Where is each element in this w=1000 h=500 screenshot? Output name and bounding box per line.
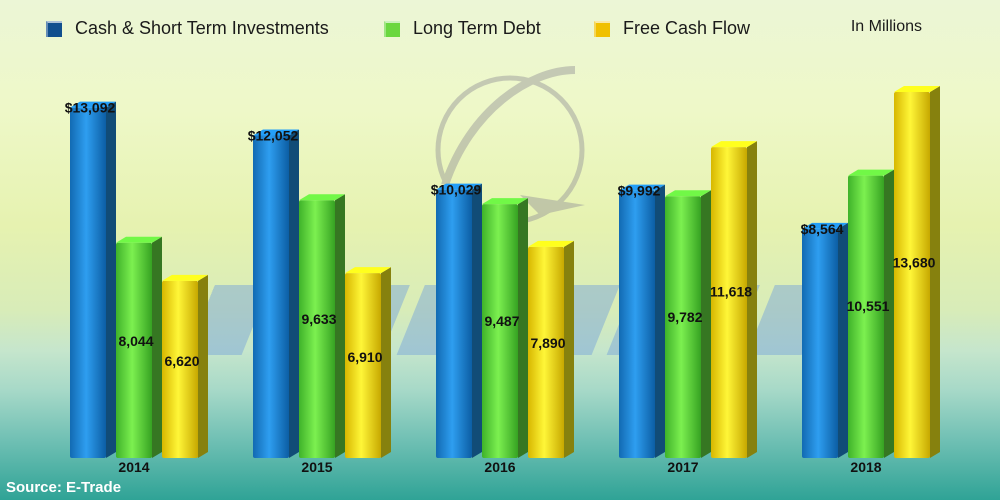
x-tick-label-2017: 2017 bbox=[667, 459, 698, 475]
data-label-fcf-2014: 6,620 bbox=[164, 353, 199, 369]
data-label-cash-2018: $8,564 bbox=[801, 221, 844, 237]
bar-side-cash-2018 bbox=[838, 222, 848, 458]
bar-cash-2016 bbox=[436, 189, 472, 458]
x-tick-label-2016: 2016 bbox=[484, 459, 515, 475]
bar-top-debt-2018 bbox=[848, 169, 894, 176]
bar-side-fcf-2018 bbox=[930, 85, 940, 458]
bar-side-debt-2016 bbox=[518, 198, 528, 458]
bar-debt-2015 bbox=[299, 200, 335, 459]
legend-swatch-cash bbox=[46, 20, 62, 37]
data-label-cash-2014: $13,092 bbox=[65, 100, 116, 116]
bar-top-cash-2016 bbox=[436, 183, 482, 190]
bar-top-debt-2017 bbox=[665, 190, 711, 197]
data-label-fcf-2018: 13,680 bbox=[893, 255, 936, 271]
legend-item-fcf: Free Cash Flow bbox=[594, 18, 750, 39]
bar-top-cash-2017 bbox=[619, 184, 665, 191]
bar-side-fcf-2017 bbox=[747, 141, 757, 458]
bars bbox=[70, 85, 940, 459]
source-note: Source: E-Trade bbox=[6, 479, 122, 496]
bar-top-fcf-2015 bbox=[345, 267, 391, 274]
data-label-debt-2016: 9,487 bbox=[484, 313, 519, 329]
legend-swatch-fcf bbox=[594, 20, 610, 37]
data-label-debt-2015: 9,633 bbox=[301, 311, 336, 327]
bar-cash-2014 bbox=[70, 107, 106, 458]
bar-side-debt-2014 bbox=[152, 236, 162, 458]
bar-top-fcf-2016 bbox=[528, 240, 574, 247]
bar-cash-2018 bbox=[802, 228, 838, 458]
data-label-debt-2017: 9,782 bbox=[667, 309, 702, 325]
data-label-fcf-2017: 11,618 bbox=[710, 283, 752, 299]
bar-side-fcf-2014 bbox=[198, 274, 208, 458]
bar-debt-2014 bbox=[116, 242, 152, 458]
bar-side-cash-2015 bbox=[289, 129, 299, 458]
units-label: In Millions bbox=[850, 18, 922, 35]
bar-top-debt-2015 bbox=[299, 194, 345, 201]
bar-side-debt-2015 bbox=[335, 194, 345, 459]
bar-top-debt-2016 bbox=[482, 198, 528, 205]
bar-top-fcf-2018 bbox=[894, 85, 940, 92]
legend-label-fcf: Free Cash Flow bbox=[623, 18, 751, 38]
bar-side-cash-2017 bbox=[655, 184, 665, 458]
data-label-cash-2017: $9,992 bbox=[618, 183, 661, 199]
data-label-debt-2018: 10,551 bbox=[847, 298, 890, 314]
bar-debt-2018 bbox=[848, 175, 884, 458]
bar-side-cash-2014 bbox=[106, 101, 116, 458]
bar-side-debt-2017 bbox=[701, 190, 711, 458]
bar-cash-2017 bbox=[619, 190, 655, 458]
bar-top-fcf-2014 bbox=[162, 274, 208, 281]
x-tick-label-2015: 2015 bbox=[301, 459, 332, 475]
bar-top-cash-2018 bbox=[802, 222, 848, 229]
bar-fcf-2015 bbox=[345, 273, 381, 458]
data-label-fcf-2015: 6,910 bbox=[347, 349, 382, 365]
bar-side-debt-2018 bbox=[884, 169, 894, 458]
bar-top-fcf-2017 bbox=[711, 141, 757, 148]
bar-top-cash-2015 bbox=[253, 129, 299, 136]
x-axis-tick-labels: 2014 2015 2016 2017 2018 bbox=[118, 459, 881, 475]
bar-debt-2016 bbox=[482, 204, 518, 458]
legend: Cash & Short Term Investments Long Term … bbox=[46, 18, 1000, 44]
data-label-debt-2014: 8,044 bbox=[118, 333, 153, 349]
legend-swatch-debt bbox=[384, 20, 400, 37]
data-label-cash-2015: $12,052 bbox=[248, 128, 299, 144]
bar-debt-2017 bbox=[665, 196, 701, 458]
legend-item-debt: Long Term Debt bbox=[384, 18, 541, 39]
bar-fcf-2016 bbox=[528, 246, 564, 458]
bar-side-fcf-2016 bbox=[564, 240, 574, 458]
legend-label-cash: Cash & Short Term Investments bbox=[75, 18, 329, 38]
bar-fcf-2017 bbox=[711, 147, 747, 458]
bar-fcf-2014 bbox=[162, 280, 198, 458]
data-labels: $13,092 8,044 6,620 $12,052 9,633 6,910 $10,02… bbox=[65, 100, 936, 369]
bar-cash-2015 bbox=[253, 135, 289, 458]
bar-top-debt-2014 bbox=[116, 236, 162, 243]
bar-side-cash-2016 bbox=[472, 183, 482, 458]
bar-side-fcf-2015 bbox=[381, 267, 391, 458]
legend-item-cash: Cash & Short Term Investments bbox=[46, 18, 329, 39]
x-tick-label-2018: 2018 bbox=[850, 459, 881, 475]
data-label-fcf-2016: 7,890 bbox=[530, 335, 565, 351]
legend-label-debt: Long Term Debt bbox=[413, 18, 541, 38]
data-label-cash-2016: $10,029 bbox=[431, 182, 482, 198]
x-tick-label-2014: 2014 bbox=[118, 459, 149, 475]
bar-top-cash-2014 bbox=[70, 101, 116, 108]
bar-fcf-2018 bbox=[894, 91, 930, 458]
